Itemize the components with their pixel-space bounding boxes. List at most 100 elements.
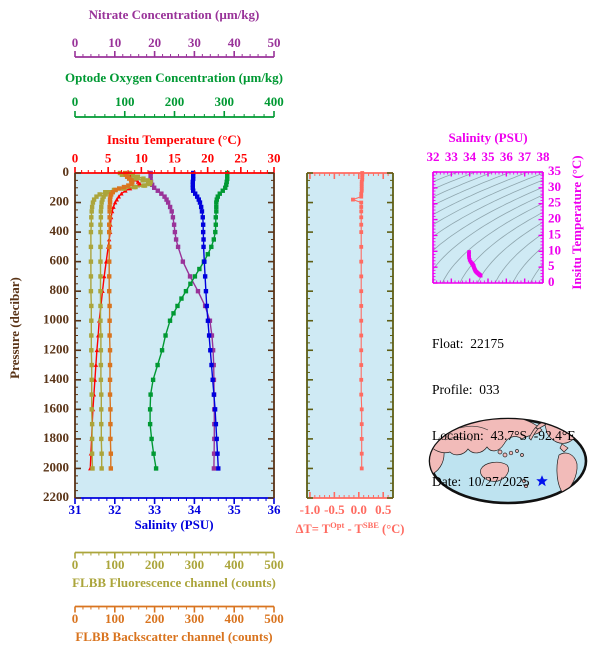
tick-label: 25 (548, 195, 562, 210)
map-island (508, 450, 514, 456)
tick-label: 20 (201, 150, 214, 165)
tick-label: 34 (188, 502, 202, 517)
tick-label: 0 (72, 557, 79, 572)
tick-label: 1400 (43, 371, 69, 386)
tick-label: 0 (63, 164, 70, 179)
tick-label: 15 (548, 226, 562, 241)
pressure-axis-title: Pressure (decibar) (7, 277, 22, 379)
tick-label: 30 (188, 35, 201, 50)
tick-label: 38 (537, 149, 551, 164)
tick-label: 300 (215, 94, 235, 109)
map-new-zealand (524, 484, 528, 488)
tick-label: 40 (228, 35, 241, 50)
backscatter-axis-title: FLBB Backscatter channel (counts) (75, 629, 273, 644)
tick-label: -0.5 (324, 502, 345, 517)
tick-label: 200 (145, 611, 165, 626)
tick-label: 15 (168, 150, 182, 165)
tick-label: 5 (105, 150, 112, 165)
tick-label: 30 (548, 179, 561, 194)
tick-label: 500 (264, 557, 284, 572)
delta-label-prefix: ΔT= T (295, 522, 331, 537)
salinity-axis-title: Salinity (PSU) (134, 517, 214, 532)
tick-label: 10 (108, 35, 121, 50)
tick-label: 2000 (43, 459, 69, 474)
tick-label: 20 (148, 35, 161, 50)
tick-label: 2200 (43, 489, 69, 504)
map-island (515, 449, 519, 453)
tick-label: 400 (224, 557, 244, 572)
nitrate-axis-title: Nitrate Concentration (µm/kg) (88, 7, 260, 22)
main-profile-series (88, 170, 230, 471)
tick-label: 0 (548, 274, 555, 289)
tick-label: 600 (50, 253, 70, 268)
tick-label: 32 (108, 502, 121, 517)
tick-label: 1600 (43, 400, 69, 415)
tick-label: 100 (105, 611, 125, 626)
tick-label: 800 (50, 282, 70, 297)
tick-label: 35 (482, 149, 496, 164)
tick-label: 0 (72, 94, 79, 109)
float-info-line: Float: 22175 (432, 335, 505, 351)
tick-label: 100 (115, 94, 135, 109)
tick-label: 33 (445, 149, 459, 164)
tick-label: 34 (463, 149, 477, 164)
map-japan (528, 426, 539, 441)
map-australia (480, 461, 509, 482)
tick-label: 36 (268, 502, 282, 517)
tick-label: 10 (135, 150, 148, 165)
tick-label: 32 (427, 149, 440, 164)
tick-label: 37 (518, 149, 532, 164)
tick-label: 35 (548, 163, 562, 178)
tick-label: 200 (50, 194, 70, 209)
tick-label: 33 (148, 502, 162, 517)
float-info-line: Location: 43.7°S -92.4°E (432, 428, 576, 444)
tick-label: 400 (264, 94, 284, 109)
tick-label: 0.5 (375, 502, 392, 517)
ts-temperature-axis-title: Insitu Temperature (°C) (569, 155, 584, 290)
tick-label: 30 (268, 150, 281, 165)
tick-label: 5 (548, 258, 555, 273)
delta-panel-area (307, 173, 393, 498)
tick-label: 10 (548, 242, 561, 257)
tick-label: 200 (145, 557, 165, 572)
tick-label: 1800 (43, 430, 69, 445)
tick-label: -1.0 (300, 502, 321, 517)
ts-series (467, 250, 483, 278)
tick-label: 400 (224, 611, 244, 626)
tick-label: 1200 (43, 341, 69, 356)
tick-label: 36 (500, 149, 514, 164)
tick-label: 35 (228, 502, 242, 517)
map-terrain-texture (444, 437, 473, 442)
temperature-axis-title: Insitu Temperature (°C) (106, 132, 242, 147)
tick-label: 300 (185, 611, 205, 626)
float-location-star-icon (536, 475, 548, 487)
tick-label: 31 (69, 502, 82, 517)
map-island (497, 449, 503, 455)
map-new-zealand (522, 479, 526, 483)
tick-label: 25 (234, 150, 248, 165)
fluorescence-axis-title: FLBB Fluorescence channel (counts) (72, 575, 276, 590)
delta-label-mid: - T (344, 522, 363, 537)
tick-label: 0.0 (351, 502, 367, 517)
map-central-america (559, 443, 569, 453)
ts-salinity-axis-title: Salinity (PSU) (448, 130, 528, 145)
tick-label: 500 (264, 611, 284, 626)
tick-label: 0 (72, 35, 79, 50)
tick-label: 200 (165, 94, 185, 109)
delta-label-sup-sbe: SBE (362, 520, 379, 530)
tick-label: 0 (72, 611, 79, 626)
float-info-line: Profile: 033 (432, 382, 500, 398)
tick-label: 1000 (43, 312, 69, 327)
float-info-line: Date: 10/27/2025 (432, 474, 530, 490)
tick-label: 50 (268, 35, 281, 50)
tick-label: 0 (72, 150, 79, 165)
tick-label: 100 (105, 557, 125, 572)
map-south-america (556, 452, 578, 494)
delta-label-suffix: (°C) (378, 522, 405, 537)
delta-label-sup-opt: Opt (330, 520, 345, 530)
float-info-block: Float: 22175 Profile: 033 Location: 43.7… (432, 305, 576, 521)
